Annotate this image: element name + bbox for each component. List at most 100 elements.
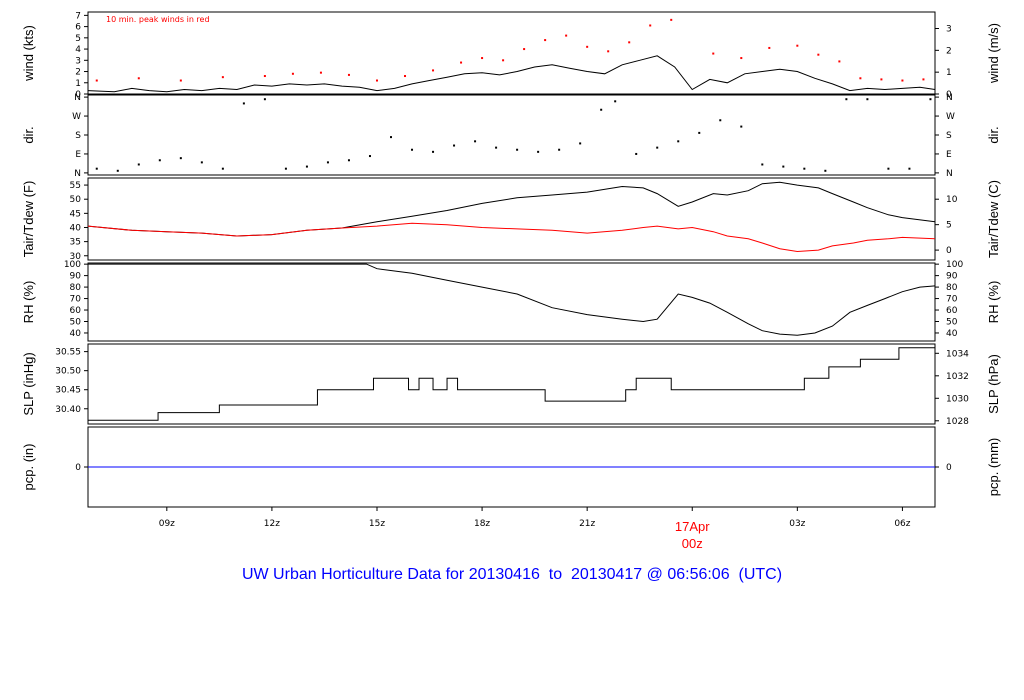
slp-ylabel-left: SLP (inHg) — [21, 352, 36, 415]
wind-right-tick-label: 2 — [946, 46, 952, 56]
rh-left-tick-label: 40 — [70, 329, 82, 339]
dir-left-tick-label: N — [74, 169, 81, 179]
direction-point — [600, 108, 603, 111]
rh-ylabel-right: RH (%) — [986, 281, 1001, 324]
dir-right-tick-label: S — [946, 131, 952, 141]
temp-right-tick-label: 10 — [946, 195, 958, 205]
rh-right-tick-label: 90 — [946, 272, 958, 282]
direction-point — [614, 100, 617, 103]
wind-left-tick-label: 4 — [75, 45, 81, 55]
rh-right-tick-label: 100 — [946, 260, 963, 270]
slp-panel: 30.40 30.45 30.50 30.55 1028 1030 1032 1034 SLP … — [21, 343, 1001, 427]
direction-point — [824, 169, 827, 172]
peak-point — [607, 50, 610, 53]
direction-point — [179, 157, 182, 160]
pcp-ylabel-left: pcp. (in) — [21, 444, 36, 491]
direction-point — [782, 165, 785, 168]
rh-ylabel-left: RH (%) — [21, 281, 36, 324]
direction-point — [390, 136, 393, 139]
Tair-line — [87, 181, 936, 237]
wind-left-tick-label: 1 — [75, 79, 81, 89]
peak-point — [221, 76, 224, 79]
x-tick-label: 15z — [369, 519, 385, 529]
peak-point — [565, 34, 568, 37]
day-label-date: 17Apr — [675, 519, 710, 534]
peak-point — [319, 71, 322, 74]
direction-point — [908, 167, 911, 170]
peak-point — [670, 18, 673, 21]
rh-right-tick-label: 40 — [946, 329, 958, 339]
wind-right-tick-label: 1 — [946, 68, 952, 78]
day-label-hour: 00z — [682, 536, 703, 551]
x-tick-label: 03z — [789, 519, 805, 529]
direction-point — [929, 98, 932, 101]
RH-line — [88, 263, 936, 336]
direction-point — [263, 98, 266, 101]
peak-point — [838, 60, 841, 63]
slp-right-tick-label: 1034 — [946, 349, 969, 359]
direction-point — [95, 167, 98, 170]
dir-left-tick-label: W — [72, 112, 81, 122]
direction-point — [453, 144, 456, 147]
rh-frame — [87, 262, 936, 342]
temp-panel: 30 35 40 45 50 55 0 5 10 Tair/Tdew (F) Tair/Tdew (… — [21, 177, 1001, 262]
direction-point — [698, 131, 701, 134]
peak-point — [95, 79, 98, 82]
direction-point — [116, 169, 119, 172]
dir-right-tick-label: N — [946, 93, 953, 103]
pcp-ylabel-right: pcp. (mm) — [986, 438, 1001, 497]
direction-point — [474, 140, 477, 143]
direction-point — [432, 150, 435, 153]
direction-point — [656, 146, 659, 149]
rh-left-tick-label: 50 — [70, 318, 82, 328]
slp-left-tick-label: 30.45 — [55, 386, 81, 396]
figure-title: UW Urban Horticulture Data for 20130416 … — [241, 566, 783, 583]
x-tick-label: 09z — [159, 519, 175, 529]
peak-point — [291, 72, 294, 75]
peak-point — [880, 78, 883, 81]
wind-ylabel-left: wind (kts) — [21, 25, 36, 82]
direction-point — [740, 125, 743, 128]
direction-point — [221, 167, 224, 170]
slp-right-tick-label: 1032 — [946, 372, 969, 382]
direction-point — [558, 148, 561, 151]
direction-point — [495, 146, 498, 149]
temp-left-tick-label: 35 — [70, 238, 81, 248]
direction-point — [635, 152, 638, 155]
peak-point — [859, 77, 862, 80]
peak-point — [263, 75, 266, 78]
rh-left-tick-label: 100 — [64, 260, 81, 270]
Tdew-line — [87, 222, 936, 253]
direction-point — [719, 119, 722, 122]
x-tick-label: 18z — [474, 519, 490, 529]
peak-point — [432, 69, 435, 72]
peak-point — [628, 41, 631, 44]
wind-left-tick-label: 3 — [75, 56, 81, 66]
rh-left-tick-label: 60 — [70, 306, 82, 316]
dir-ylabel-right: dir. — [986, 126, 1001, 143]
slp-ylabel-right: SLP (hPa) — [986, 354, 1001, 414]
direction-point — [537, 150, 540, 153]
direction-point — [305, 165, 308, 168]
direction-point — [845, 98, 848, 101]
peak-point — [740, 57, 743, 60]
slp-right-tick-label: 1030 — [946, 394, 969, 404]
rh-right-tick-label: 80 — [946, 283, 958, 293]
slp-left-tick-label: 30.40 — [55, 405, 81, 415]
rh-left-tick-label: 90 — [70, 272, 82, 282]
peak-point — [404, 75, 407, 78]
peak-point — [901, 79, 904, 82]
wind-left-tick-label: 0 — [75, 90, 81, 100]
direction-point — [347, 159, 350, 162]
direction-point — [284, 167, 287, 170]
slp-left-tick-label: 30.50 — [55, 367, 81, 377]
peak-point — [586, 45, 589, 48]
temp-left-tick-label: 30 — [70, 252, 82, 262]
x-tick-label: 12z — [264, 519, 280, 529]
direction-point — [158, 159, 161, 162]
temp-ylabel-right: Tair/Tdew (C) — [986, 180, 1001, 258]
wind-ylabel-right: wind (m/s) — [986, 23, 1001, 84]
temp-ylabel-left: Tair/Tdew (F) — [21, 181, 36, 258]
